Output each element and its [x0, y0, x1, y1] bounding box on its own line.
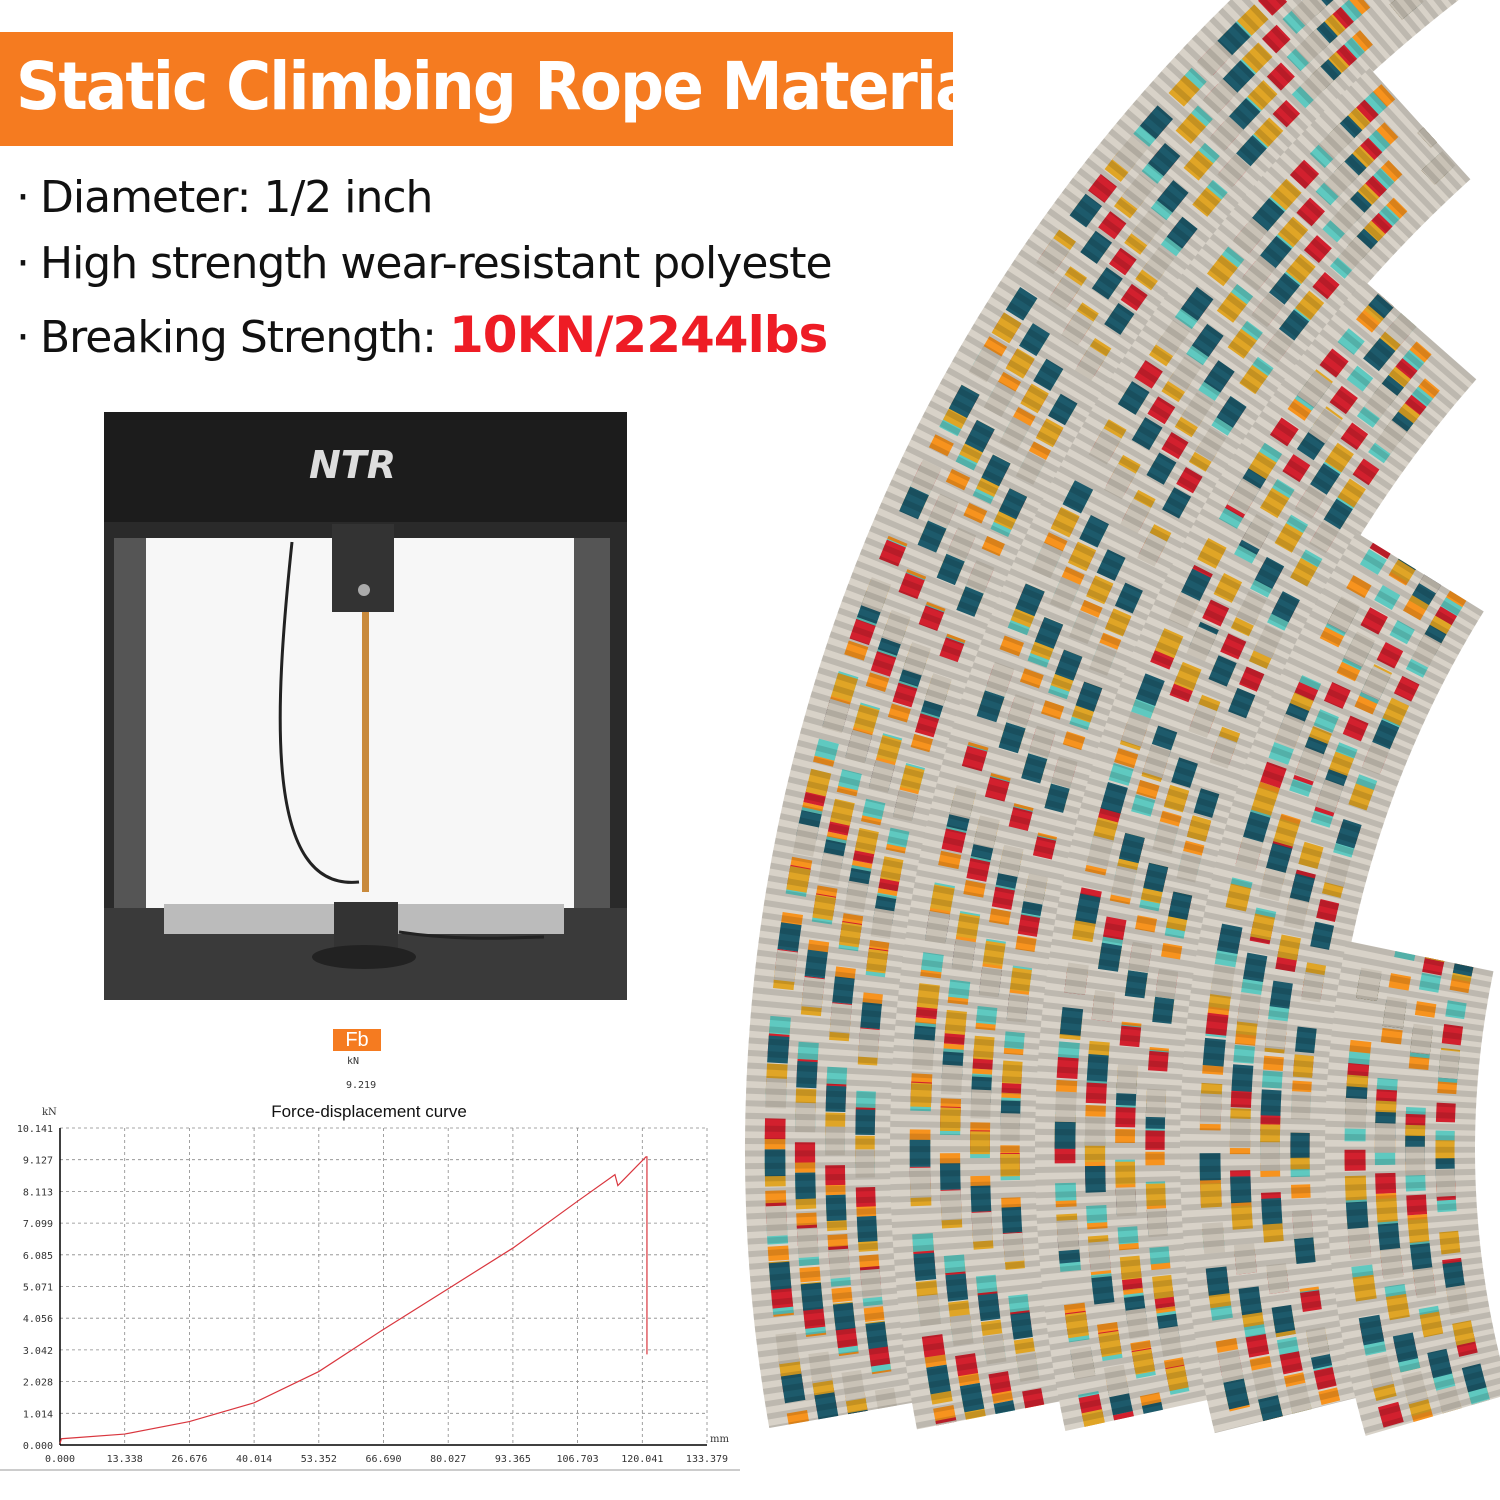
- rope-braid: [909, 82, 1397, 1426]
- rope-strand: [1325, 940, 1500, 1436]
- y-tick-label: 7.099: [23, 1219, 53, 1230]
- chart-title: Force-displacement curve: [271, 1102, 467, 1121]
- bullet-text: Diameter: 1/2 inch: [40, 172, 433, 223]
- rope-braid: [970, 127, 1437, 1415]
- y-tick-label: 4.056: [23, 1314, 53, 1325]
- rope-braid: [1000, 149, 1457, 1409]
- y-tick-label: 5.071: [23, 1283, 53, 1294]
- rope-braid: [825, 0, 1380, 1415]
- x-tick-label: 0.000: [45, 1454, 75, 1465]
- y-tick-label: 1.014: [23, 1409, 53, 1420]
- rope-braid: [1229, 558, 1416, 1422]
- rope-braid: [1344, 944, 1405, 1431]
- x-axis-label: mm: [710, 1434, 729, 1445]
- fb-label: Fb: [333, 1029, 381, 1051]
- bullet-strength: · Breaking Strength: 10KN/2244lbs: [16, 306, 828, 364]
- x-tick-label: 26.676: [171, 1454, 207, 1465]
- rope-braid: [794, 0, 1334, 1420]
- y-tick-label: 6.085: [23, 1251, 53, 1262]
- bullet-diameter: · Diameter: 1/2 inch: [16, 172, 433, 223]
- x-tick-label: 93.365: [495, 1454, 531, 1465]
- rope-braid: [1199, 542, 1391, 1429]
- rope-braid: [1054, 293, 1395, 1427]
- rope-strand: [745, 0, 1459, 1428]
- rope-braid: [1260, 574, 1442, 1414]
- fb-unit: kN: [347, 1056, 360, 1067]
- rope-braid: [1405, 957, 1462, 1414]
- rope-braid: [855, 0, 1426, 1409]
- rope-braid: [1344, 944, 1405, 1431]
- rope-braid: [1054, 293, 1395, 1427]
- bullet-text: High strength wear-resistant polyeste: [40, 238, 833, 289]
- y-tick-label: 0.000: [23, 1441, 53, 1452]
- rope-strand: [890, 68, 1471, 1430]
- rope-texture: [1035, 280, 1477, 1431]
- rope-braid: [1290, 590, 1467, 1407]
- strength-value: 10KN/2244lbs: [449, 306, 828, 364]
- rope-braid: [1405, 957, 1462, 1414]
- bullet-text: Breaking Strength:: [40, 312, 449, 363]
- rope-braid: [1115, 333, 1439, 1414]
- y-tick-label: 2.028: [23, 1378, 53, 1389]
- bullet-material: · High strength wear-resistant polyeste: [16, 238, 833, 289]
- rope-braid: [764, 0, 1290, 1425]
- x-tick-label: 66.690: [365, 1454, 401, 1465]
- rope-texture: [1325, 940, 1500, 1436]
- x-tick-label: 40.014: [236, 1454, 272, 1465]
- rope-strand: [1035, 280, 1477, 1431]
- y-tick-label: 9.127: [23, 1156, 53, 1167]
- y-tick-label: 8.113: [23, 1187, 53, 1198]
- rope-braid: [939, 105, 1417, 1420]
- x-tick-label: 133.379: [686, 1454, 728, 1465]
- title-banner: Static Climbing Rope Material: [0, 32, 996, 146]
- rope-texture: [890, 68, 1471, 1430]
- page-title: Static Climbing Rope Material: [16, 48, 996, 125]
- rope-braid: [1290, 590, 1467, 1407]
- machine-brand: NTR: [309, 443, 396, 487]
- x-tick-label: 80.027: [430, 1454, 466, 1465]
- x-tick-label: 106.703: [557, 1454, 599, 1465]
- rope-braid: [1084, 313, 1417, 1421]
- rope-braid: [1115, 333, 1439, 1414]
- rope-braid: [1145, 353, 1461, 1408]
- y-tick-label: 10.141: [17, 1124, 53, 1135]
- force-curve: [59, 1156, 648, 1444]
- rope-braid: [1374, 950, 1434, 1423]
- x-tick-label: 120.041: [621, 1454, 663, 1465]
- rope-braid: [1145, 353, 1461, 1408]
- rope-braid: [1199, 542, 1391, 1429]
- fb-value: 9.219: [346, 1080, 377, 1091]
- rope-strand: [1180, 532, 1484, 1434]
- x-tick-label: 13.338: [107, 1454, 143, 1465]
- rope-braid: [1435, 963, 1491, 1406]
- force-displacement-chart: 0.000 13.338 26.676 40.014 53.352 66.690 80.02…: [0, 1102, 740, 1471]
- rope-texture: [745, 0, 1459, 1428]
- tensile-test-machine-photo: NTR: [104, 412, 627, 1000]
- rope-braid: [1084, 313, 1417, 1421]
- y-tick-label: 3.042: [23, 1346, 53, 1357]
- rope-braid: [855, 0, 1426, 1409]
- y-axis-label: kN: [42, 1107, 57, 1118]
- x-tick-label: 53.352: [301, 1454, 337, 1465]
- rope-braid: [1000, 149, 1457, 1409]
- rope-texture: [1180, 532, 1484, 1434]
